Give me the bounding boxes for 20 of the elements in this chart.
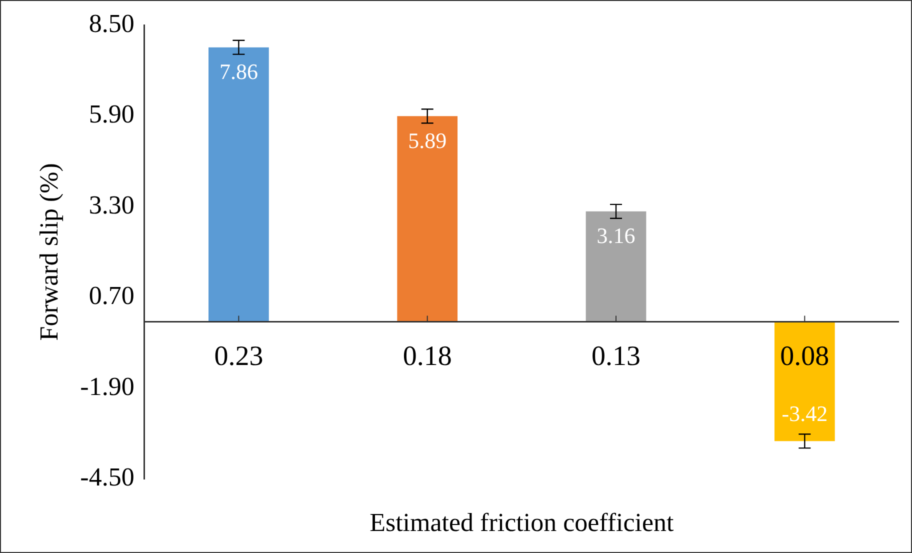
bar xyxy=(397,116,458,322)
bar xyxy=(774,322,835,442)
x-tick-label: 0.23 xyxy=(214,341,264,372)
x-tick-label: 0.08 xyxy=(780,341,830,372)
data-label: 5.89 xyxy=(408,128,447,153)
x-tick-label: 0.13 xyxy=(592,341,641,372)
y-tick-label: 5.90 xyxy=(88,100,134,129)
y-tick-label: -4.50 xyxy=(80,462,134,492)
x-tick-label: 0.18 xyxy=(402,341,452,372)
y-tick-label: 0.70 xyxy=(88,281,134,310)
bar xyxy=(208,47,269,322)
y-tick-label: 8.50 xyxy=(88,8,134,38)
x-axis-title: Estimated friction coefficient xyxy=(370,508,675,538)
data-label: -3.42 xyxy=(782,400,828,426)
y-tick-label: -1.90 xyxy=(80,372,134,401)
bar xyxy=(586,211,646,322)
y-tick-label: 3.30 xyxy=(88,190,134,220)
data-label: 3.16 xyxy=(596,223,636,248)
data-label: 7.86 xyxy=(219,59,258,84)
y-axis-title: Forward slip (%) xyxy=(34,163,64,341)
